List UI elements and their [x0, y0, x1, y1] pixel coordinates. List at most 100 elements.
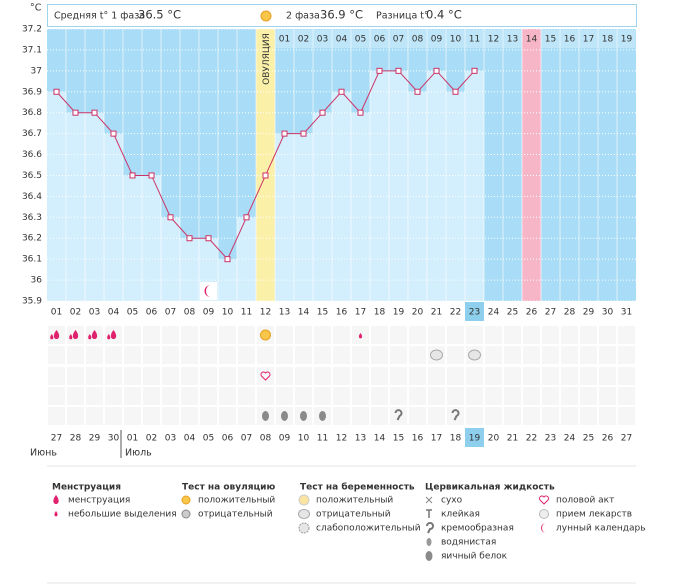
symbol-cell	[295, 387, 312, 405]
x-tick-label: 30	[602, 308, 614, 318]
legend-icon	[181, 495, 191, 505]
symbol-cell	[200, 387, 217, 405]
marker	[471, 67, 478, 74]
date-label: 01	[127, 434, 138, 444]
expected-period	[522, 29, 541, 301]
date-label: 04	[184, 434, 196, 444]
symbol-cell	[542, 407, 559, 425]
drop-icon	[69, 334, 73, 340]
phase2-day: 07	[393, 35, 404, 45]
drop-icon	[53, 495, 59, 504]
marker	[338, 88, 345, 95]
symbol-cell	[143, 387, 160, 405]
legend-icon	[426, 538, 432, 546]
bar	[123, 175, 142, 301]
symbol-cell	[504, 346, 521, 364]
sun-icon	[260, 10, 272, 22]
symbol-cell	[67, 367, 84, 385]
phase2-day: 15	[545, 35, 556, 45]
y-tick-label: 36.2	[22, 234, 42, 244]
date-label: 14	[374, 434, 386, 444]
symbol-cell	[314, 367, 331, 385]
moon-cell	[200, 282, 217, 300]
date-label: 08	[260, 434, 272, 444]
symbol-cell	[409, 407, 426, 425]
symbol-cell	[162, 346, 179, 364]
date-label: 17	[431, 434, 442, 444]
symbol-cell	[580, 387, 597, 405]
pregnancy-test-icon	[430, 349, 443, 361]
symbol-cell	[200, 326, 217, 344]
egg-white-icon	[262, 411, 269, 421]
date-label: 16	[412, 434, 424, 444]
phase2-day: 01	[279, 35, 290, 45]
x-tick-label: 09	[203, 308, 215, 318]
symbol-cell	[409, 387, 426, 405]
symbol-cell	[580, 407, 597, 425]
symbol-cell	[599, 326, 616, 344]
phase2-cell	[275, 30, 294, 48]
date-label: 27	[51, 434, 62, 444]
symbol-cell	[124, 326, 141, 344]
symbol-cell	[162, 326, 179, 344]
y-tick-label: 37.1	[22, 45, 42, 55]
drop-icon	[53, 330, 60, 339]
symbol-cell	[542, 387, 559, 405]
drop-icon	[88, 334, 92, 340]
symbol-cell	[124, 367, 141, 385]
date-label: 10	[298, 434, 310, 444]
phase2-day: 13	[507, 35, 518, 45]
date-label: 13	[355, 434, 366, 444]
symbol-cell	[333, 346, 350, 364]
date-label: 25	[583, 434, 594, 444]
date-label: 11	[317, 434, 328, 444]
drop-icon	[110, 330, 117, 339]
phase2-day: 11	[469, 35, 480, 45]
symbol-cell	[105, 387, 122, 405]
symbol-cell	[485, 326, 502, 344]
marker	[357, 109, 364, 116]
phase2-day: 19	[621, 35, 633, 45]
date-label: 22	[526, 434, 537, 444]
symbol-cell	[447, 326, 464, 344]
x-tick-label: 06	[146, 308, 158, 318]
x-tick-label: 29	[583, 308, 595, 318]
drop-icon	[50, 334, 54, 340]
symbol-cell	[599, 407, 616, 425]
y-tick-label: 36	[31, 276, 43, 286]
creamy-icon	[451, 409, 460, 421]
phase2-value: 36.9 °C	[320, 8, 363, 22]
symbol-cell	[618, 326, 635, 344]
date-label: 07	[241, 434, 252, 444]
x-tick-label: 16	[336, 308, 348, 318]
legend-item: отрицательный	[316, 510, 391, 520]
date-label: 21	[507, 434, 518, 444]
marker	[224, 256, 231, 263]
symbol-cell	[618, 387, 635, 405]
symbol-cell	[181, 407, 198, 425]
symbol-cell	[219, 346, 236, 364]
marker	[433, 67, 440, 74]
symbol-cell	[333, 367, 350, 385]
symbol-cell	[561, 346, 578, 364]
egg-white-icon	[281, 411, 288, 421]
x-tick-label: 23	[469, 308, 480, 318]
symbol-cell	[371, 407, 388, 425]
symbol-cell	[485, 407, 502, 425]
symbol-cell	[48, 346, 65, 364]
legend-title: Менструация	[52, 483, 121, 493]
symbol-cell	[219, 387, 236, 405]
legend-icon	[181, 509, 191, 519]
symbol-cell	[618, 407, 635, 425]
marker	[205, 235, 212, 242]
x-tick-label: 25	[507, 308, 518, 318]
legend-item: отрицательный	[198, 510, 273, 520]
phase2-cell	[598, 30, 617, 48]
symbol-cell	[105, 367, 122, 385]
month-label: Июль	[125, 448, 152, 459]
date-label: 18	[450, 434, 462, 444]
phase2-day: 09	[431, 35, 443, 45]
legend-icon	[541, 523, 546, 533]
x-tick-label: 19	[393, 308, 405, 318]
phase2-day: 10	[450, 35, 462, 45]
